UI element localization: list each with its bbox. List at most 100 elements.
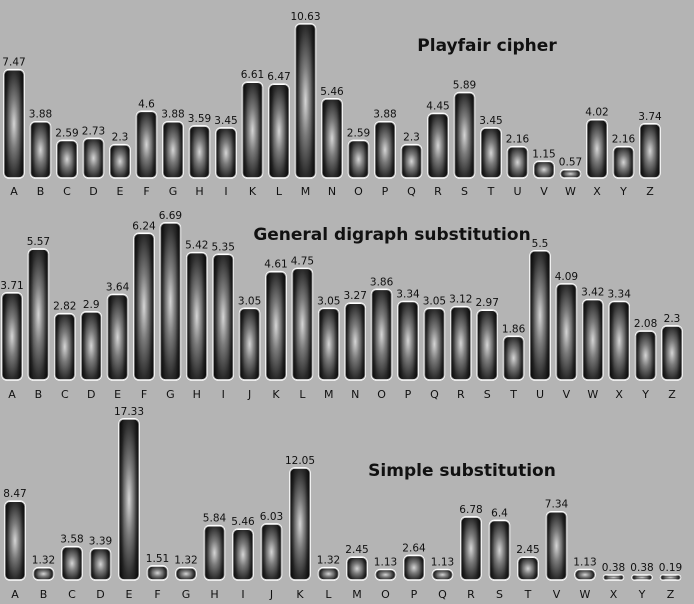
playfair-bar-v	[533, 160, 555, 179]
digraph-bar-q	[423, 307, 446, 381]
playfair-value-label-n: 5.46	[320, 86, 344, 98]
simple-category-label-y: Y	[638, 588, 646, 601]
playfair-value-label-r: 4.45	[426, 100, 449, 112]
playfair-bar-d	[82, 137, 105, 179]
digraph-value-label-a: 3.71	[0, 280, 23, 292]
digraph-category-label-z: Z	[668, 388, 676, 401]
simple-category-label-v: V	[553, 588, 561, 601]
playfair-category-label-x: X	[593, 185, 601, 198]
digraph-value-label-u: 5.5	[532, 238, 549, 250]
digraph-value-label-o: 3.86	[370, 276, 394, 288]
simple-category-label-w: W	[580, 588, 591, 601]
playfair-bar-l	[268, 83, 290, 179]
playfair-bar-g	[162, 120, 184, 179]
digraph-bar-b	[27, 248, 50, 381]
digraph-category-label-y: Y	[641, 388, 649, 401]
digraph-bar-z	[661, 325, 683, 381]
simple-bar-w	[574, 568, 596, 581]
playfair-category-label-r: R	[434, 185, 442, 198]
digraph-value-label-j: 3.05	[238, 295, 261, 307]
playfair-panel: Playfair cipher 7.47 A 3.88 B 2.59 C 2.73 D 2.3 E…	[2, 11, 662, 198]
digraph-category-label-w: W	[587, 388, 598, 401]
playfair-value-label-q: 2.3	[403, 132, 420, 144]
simple-bar-o	[374, 568, 397, 581]
digraph-category-label-q: Q	[430, 388, 439, 401]
playfair-value-label-x: 4.02	[585, 107, 608, 119]
digraph-category-label-f: F	[141, 388, 147, 401]
simple-category-label-m: M	[352, 588, 362, 601]
simple-category-label-j: J	[269, 588, 273, 601]
simple-value-label-k: 12.05	[285, 455, 315, 467]
simple-category-label-k: K	[296, 588, 304, 601]
digraph-value-label-y: 2.08	[634, 318, 657, 330]
simple-bar-c	[61, 545, 83, 581]
digraph-bar-a	[1, 292, 23, 381]
digraph-bar-o	[370, 288, 393, 381]
playfair-value-label-u: 2.16	[506, 134, 530, 146]
digraph-bar-s	[476, 309, 499, 381]
simple-bar-i	[232, 528, 254, 581]
digraph-bar-w	[581, 298, 604, 381]
simple-bar-t	[517, 556, 539, 581]
digraph-bar-m	[317, 307, 340, 381]
digraph-category-label-t: T	[509, 388, 517, 401]
simple-bar-e	[118, 418, 140, 581]
digraph-bar-h	[186, 251, 208, 381]
digraph-bar-p	[397, 300, 419, 381]
simple-value-label-f: 1.51	[146, 553, 169, 565]
digraph-category-label-n: N	[351, 388, 359, 401]
playfair-value-label-e: 2.3	[112, 132, 129, 144]
playfair-value-label-y: 2.16	[612, 134, 636, 146]
simple-value-label-d: 3.39	[89, 535, 112, 547]
playfair-bar-a	[3, 68, 25, 179]
digraph-bar-y	[634, 330, 657, 381]
simple-value-label-a: 8.47	[3, 488, 26, 500]
digraph-bar-j	[238, 307, 261, 381]
digraph-bar-i	[212, 253, 234, 381]
digraph-category-label-i: I	[222, 388, 225, 401]
digraph-category-label-v: V	[563, 388, 571, 401]
playfair-bar-x	[586, 118, 608, 179]
playfair-category-label-k: K	[249, 185, 257, 198]
simple-category-label-f: F	[154, 588, 160, 601]
playfair-category-label-u: U	[513, 185, 521, 198]
playfair-category-label-h: H	[195, 185, 203, 198]
digraph-category-label-c: C	[61, 388, 69, 401]
simple-bar-j	[260, 523, 283, 581]
playfair-category-label-i: I	[224, 185, 227, 198]
simple-bar-b	[32, 566, 55, 581]
simple-bar-p	[403, 554, 425, 581]
playfair-bar-m	[294, 23, 317, 179]
digraph-category-label-r: R	[457, 388, 465, 401]
digraph-value-label-q: 3.05	[423, 295, 446, 307]
playfair-category-label-q: Q	[407, 185, 416, 198]
playfair-bar-q	[400, 143, 423, 179]
simple-category-label-o: O	[381, 588, 390, 601]
simple-category-label-t: T	[524, 588, 532, 601]
playfair-value-label-i: 3.45	[214, 115, 237, 127]
playfair-category-label-p: P	[382, 185, 389, 198]
playfair-bars: 7.47 A 3.88 B 2.59 C 2.73 D 2.3 E 4.6 F 3.88 G 3.59 H 3.…	[2, 11, 662, 198]
simple-value-label-r: 6.78	[459, 504, 482, 516]
playfair-category-label-w: W	[565, 185, 576, 198]
simple-category-label-h: H	[210, 588, 218, 601]
digraph-bar-c	[53, 312, 76, 381]
digraph-title: General digraph substitution	[253, 225, 530, 245]
playfair-category-label-d: D	[89, 185, 97, 198]
playfair-category-label-v: V	[540, 185, 548, 198]
simple-value-label-j: 6.03	[260, 511, 283, 523]
digraph-value-label-x: 3.34	[608, 289, 632, 301]
playfair-bar-p	[374, 120, 396, 179]
digraph-category-label-k: K	[272, 388, 280, 401]
playfair-value-label-b: 3.88	[29, 109, 52, 121]
simple-category-label-a: A	[11, 588, 19, 601]
digraph-value-label-m: 3.05	[317, 295, 340, 307]
digraph-category-label-x: X	[615, 388, 623, 401]
simple-value-label-e: 17.33	[114, 406, 144, 418]
digraph-bar-v	[555, 283, 578, 381]
playfair-bar-b	[29, 120, 52, 179]
simple-bar-z	[659, 574, 682, 581]
digraph-category-label-s: S	[484, 388, 491, 401]
playfair-bar-z	[639, 122, 661, 179]
digraph-bar-t	[502, 335, 525, 381]
